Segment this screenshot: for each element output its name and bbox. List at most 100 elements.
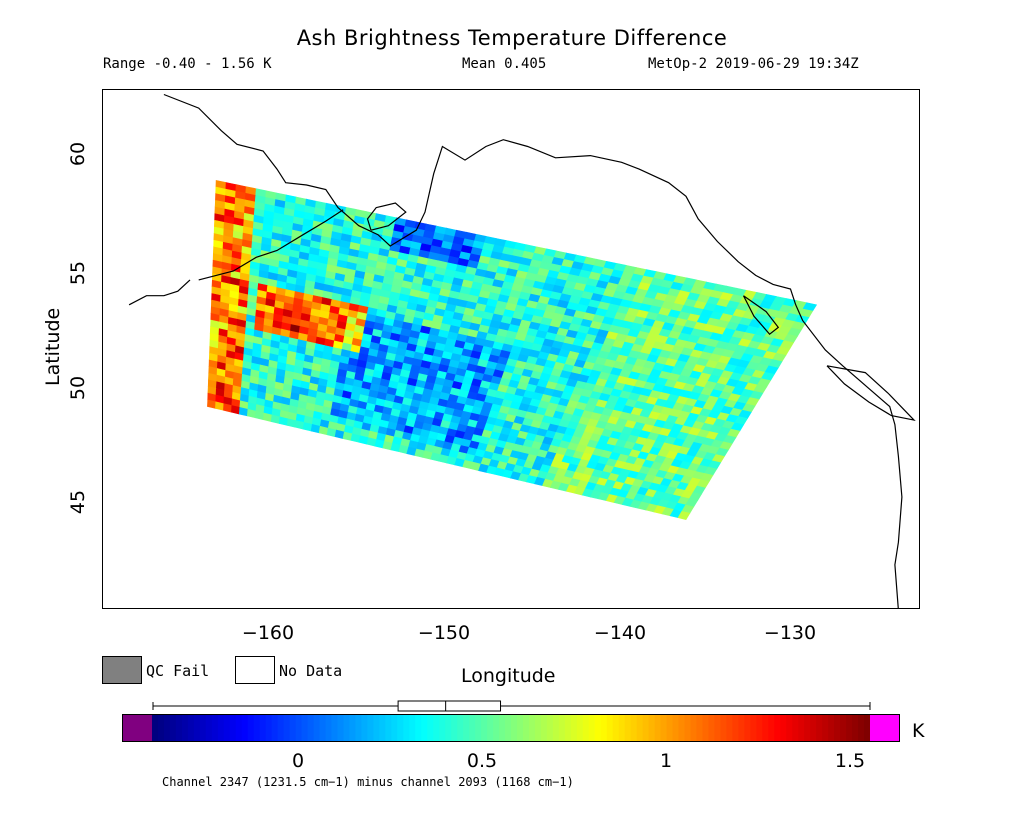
colorbar-segment — [307, 714, 315, 742]
colorbar-segment — [648, 714, 656, 742]
colorbar-segment — [552, 714, 560, 742]
colorbar-segment — [702, 714, 710, 742]
swath-pixel — [334, 429, 345, 439]
colorbar-segment — [564, 714, 572, 742]
colorbar-segment — [750, 714, 757, 742]
colorbar-segment — [600, 714, 608, 742]
map-plot-area — [102, 89, 920, 609]
colorbar-segment — [606, 714, 614, 742]
swath-pixel — [302, 422, 313, 432]
colorbar-segment — [756, 714, 763, 742]
y-axis-label: Latitude — [42, 307, 64, 386]
colorbar-segment — [714, 714, 722, 742]
colorbar-boxplot — [152, 700, 871, 712]
colorbar-segment — [373, 714, 380, 742]
colorbar-segment — [846, 714, 853, 742]
colorbar-segment — [792, 714, 799, 742]
colorbar-segment — [738, 714, 745, 742]
colorbar-segment — [367, 714, 374, 742]
colorbar-segment — [499, 714, 506, 742]
colorbar-tick: 0.5 — [466, 750, 498, 772]
colorbar-segment — [588, 714, 596, 742]
chart-title: Ash Brightness Temperature Difference — [296, 26, 728, 50]
colorbar-segment — [852, 714, 859, 742]
colorbar-segment — [445, 714, 452, 742]
colorbar-segment — [810, 714, 817, 742]
colorbar-border — [122, 714, 900, 742]
colorbar-segment — [415, 714, 422, 742]
coastline-vancouver-island — [826, 365, 916, 422]
colorbar-segment — [409, 714, 416, 742]
colorbar-segment — [169, 714, 177, 742]
colorbar-segment — [355, 714, 363, 742]
colorbar-segment — [175, 714, 183, 742]
colorbar-segment — [211, 714, 219, 742]
colorbar-segment — [660, 714, 668, 742]
swath-pixels — [207, 180, 818, 520]
colorbar-segment — [672, 714, 680, 742]
colorbar-segment — [325, 714, 333, 742]
colorbar-segment — [457, 714, 464, 742]
range-label: Range -0.40 - 1.56 K — [103, 56, 272, 72]
colorbar-segment — [546, 714, 554, 742]
colorbar-segment — [271, 714, 279, 742]
ytick-label: 60 — [67, 141, 89, 167]
colorbar-segment — [666, 714, 674, 742]
qc-fail-swatch — [102, 656, 142, 684]
colorbar-segment — [469, 714, 476, 742]
swath-pixel — [326, 427, 337, 438]
colorbar-segment — [540, 714, 548, 742]
colorbar-segment — [858, 714, 865, 742]
colorbar-segment — [762, 714, 769, 742]
qc-fail-label: QC Fail — [146, 662, 210, 680]
colorbar-segment — [193, 714, 201, 742]
colorbar-segment — [690, 714, 698, 742]
colorbar-segment — [678, 714, 686, 742]
swath-pixel — [223, 403, 233, 413]
x-axis-label: Longitude — [461, 665, 556, 687]
colorbar-segment — [259, 714, 267, 742]
colorbar-segment — [534, 714, 542, 742]
no-data-label: No Data — [279, 662, 343, 680]
colorbar-segment — [331, 714, 339, 742]
colorbar-segment — [570, 714, 578, 742]
coastline-kodiak — [366, 202, 407, 231]
colorbar-segment — [181, 714, 189, 742]
colorbar-segment — [624, 714, 632, 742]
colorbar-overflow — [870, 714, 900, 742]
ytick-label: 50 — [67, 375, 89, 401]
colorbar-segment — [241, 714, 249, 742]
colorbar-segment — [594, 714, 602, 742]
colorbar-segment — [397, 714, 404, 742]
colorbar-segment — [205, 714, 213, 742]
coastline-mainland — [163, 93, 903, 608]
xtick-label: −130 — [763, 622, 817, 644]
colorbar-unit: K — [912, 720, 925, 742]
colorbar-segment — [427, 714, 434, 742]
ytick-label: 55 — [67, 260, 89, 286]
colorbar-segment — [451, 714, 458, 742]
colorbar-segment — [684, 714, 692, 742]
colorbar-segment — [295, 714, 303, 742]
colorbar-segment — [361, 714, 368, 742]
colorbar-segment — [726, 714, 733, 742]
colorbar-segment — [277, 714, 285, 742]
ytick-label: 45 — [67, 489, 89, 515]
colorbar-segment — [313, 714, 321, 742]
colorbar-segment — [576, 714, 584, 742]
colorbar-segment — [439, 714, 446, 742]
colorbar-segment — [337, 714, 345, 742]
colorbar-segment — [463, 714, 470, 742]
colorbar-segment — [505, 714, 512, 742]
colorbar-segment — [385, 714, 392, 742]
colorbar-segment — [558, 714, 566, 742]
channel-caption: Channel 2347 (1231.5 cm−1) minus channel… — [162, 775, 574, 789]
colorbar-segment — [433, 714, 440, 742]
colorbar-segment — [379, 714, 386, 742]
colorbar-segment — [528, 714, 536, 742]
colorbar-segment — [864, 714, 871, 742]
colorbar-segment — [319, 714, 327, 742]
map-svg — [128, 93, 916, 608]
colorbar-tick: 1.5 — [834, 750, 866, 772]
colorbar-segment — [235, 714, 243, 742]
